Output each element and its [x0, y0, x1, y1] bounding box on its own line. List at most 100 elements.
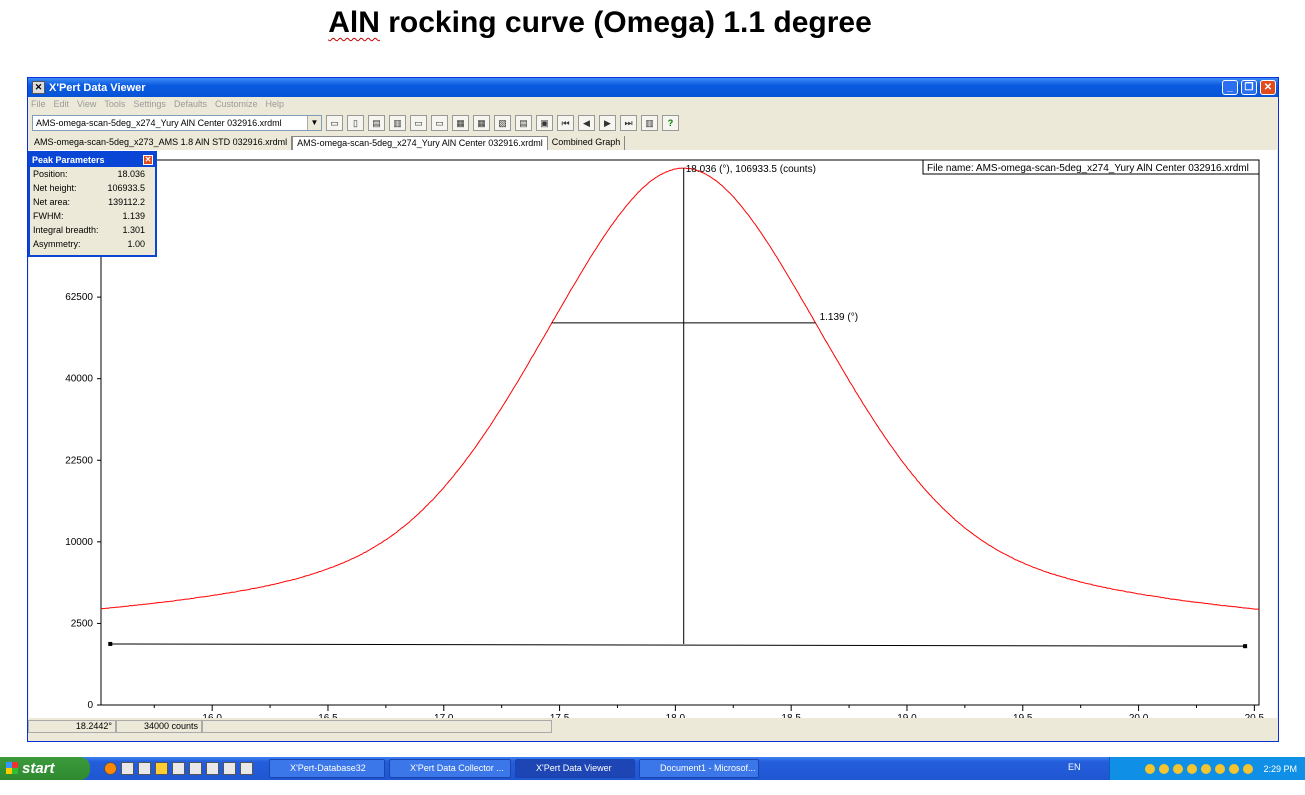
- clock: 2:29 PM: [1263, 763, 1297, 774]
- tray-icon[interactable]: [1173, 763, 1184, 774]
- y-tick-label: 22500: [65, 455, 93, 466]
- close-button[interactable]: ✕: [1260, 80, 1276, 95]
- close-icon[interactable]: ✕: [143, 155, 153, 165]
- report-icon[interactable]: ▤: [515, 115, 532, 131]
- cursor-x-readout: 18.2442°: [28, 719, 116, 733]
- slide-title-rest: rocking curve (Omega) 1.1 degree: [379, 6, 872, 39]
- peak-parameter-label: Net area:: [33, 197, 71, 207]
- x-tick-label: 16.5: [318, 713, 338, 718]
- document-tab[interactable]: AMS-omega-scan-5deg_x273_AMS 1.8 AlN STD…: [30, 136, 293, 150]
- fwhm-label: 1.139 (°): [820, 312, 858, 323]
- minimize-button[interactable]: _: [1222, 80, 1238, 95]
- peak-parameter-value: 106933.5: [107, 183, 145, 193]
- y-tick-label: 62500: [65, 292, 93, 303]
- plot-frame: [100, 159, 1260, 706]
- language-indicator[interactable]: EN: [1068, 762, 1081, 772]
- tray-icon[interactable]: [1243, 763, 1254, 774]
- y-tick-label: 2500: [71, 618, 94, 629]
- menu-item[interactable]: Customize: [214, 99, 258, 109]
- chart-icon[interactable]: ▥: [641, 115, 658, 131]
- background-marker: [1243, 644, 1248, 649]
- taskbar-button[interactable]: X'Pert-Database32: [269, 759, 385, 778]
- dropdown-arrow-icon[interactable]: ▼: [307, 116, 321, 130]
- slide-title: AlN rocking curve (Omega) 1.1 degree: [0, 6, 1200, 40]
- app-window: ✕ X'Pert Data Viewer _ ❐ ✕ File Edit View T…: [27, 77, 1279, 742]
- menu-item[interactable]: View: [77, 99, 97, 109]
- peak-parameter-row: Asymmetry: 1.00: [30, 237, 155, 251]
- peak-parameter-label: Position:: [33, 169, 68, 179]
- file-selector[interactable]: AMS-omega-scan-5deg_x274_Yury AlN Center…: [32, 115, 322, 131]
- quicklaunch-icon[interactable]: [172, 762, 185, 775]
- peak-parameters-title: Peak Parameters: [32, 155, 105, 165]
- menu-item[interactable]: Tools: [104, 99, 126, 109]
- document-icon[interactable]: ▯: [347, 115, 364, 131]
- tray-icon[interactable]: [1145, 763, 1156, 774]
- peak-parameter-row: Integral breadth: 1.301: [30, 223, 155, 237]
- start-button[interactable]: start: [0, 757, 90, 780]
- help-icon[interactable]: ?: [662, 115, 679, 131]
- firefox-icon[interactable]: [104, 762, 117, 775]
- quicklaunch-icon[interactable]: [189, 762, 202, 775]
- menu-item[interactable]: Defaults: [173, 99, 207, 109]
- last-icon[interactable]: ⏭: [620, 115, 637, 131]
- toolbar: AMS-omega-scan-5deg_x274_Yury AlN Center…: [28, 112, 1278, 134]
- peak-parameters-header[interactable]: Peak Parameters ✕: [30, 153, 155, 167]
- export-icon[interactable]: ▣: [536, 115, 553, 131]
- file-name-label: File name: AMS-omega-scan-5deg_x274_Yury…: [927, 163, 1249, 174]
- next-icon[interactable]: ▶: [599, 115, 616, 131]
- tray-icon[interactable]: [1229, 763, 1240, 774]
- paste-icon[interactable]: ▥: [389, 115, 406, 131]
- windows-logo-icon: [6, 762, 18, 774]
- data-series-line: [100, 167, 1260, 610]
- tray-icon[interactable]: [1159, 763, 1170, 774]
- x-tick-label: 18.0: [666, 713, 686, 718]
- background-marker: [108, 641, 113, 646]
- peak-parameter-value: 1.00: [127, 239, 145, 249]
- peak-parameter-value: 1.301: [122, 225, 145, 235]
- x-tick-label: 19.5: [1013, 713, 1033, 718]
- quicklaunch-icon[interactable]: [138, 762, 151, 775]
- document-tab[interactable]: Combined Graph: [548, 136, 626, 150]
- peak-parameter-row: Net height: 106933.5: [30, 181, 155, 195]
- quicklaunch-icon[interactable]: [240, 762, 253, 775]
- peak-parameter-row: FWHM: 1.139: [30, 209, 155, 223]
- graph-icon[interactable]: ▧: [494, 115, 511, 131]
- quicklaunch-icon[interactable]: [206, 762, 219, 775]
- background-line: [110, 643, 1246, 647]
- taskbar-button[interactable]: Document1 - Microsof...: [639, 759, 759, 778]
- menu-item[interactable]: File: [31, 99, 46, 109]
- rocking-curve-chart[interactable]: 16.0 16.5 17.0 17.5 18.0 18.5 19.0 19.5 20.0 20.5…: [29, 150, 1277, 736]
- peak-parameter-value: 18.036: [117, 169, 145, 179]
- peak-parameters-panel[interactable]: Peak Parameters ✕ Position: 18.036 Net heig…: [28, 151, 157, 257]
- folder-open-icon[interactable]: ▭: [431, 115, 448, 131]
- taskbar-button[interactable]: X'Pert Data Collector ...: [389, 759, 511, 778]
- window-titlebar[interactable]: ✕ X'Pert Data Viewer _ ❐ ✕: [28, 78, 1278, 97]
- quicklaunch-icon[interactable]: [121, 762, 134, 775]
- previous-icon[interactable]: ◀: [578, 115, 595, 131]
- menu-item[interactable]: Settings: [133, 99, 166, 109]
- taskbar-button[interactable]: X'Pert Data Viewer: [515, 759, 635, 778]
- menu-item[interactable]: Edit: [53, 99, 70, 109]
- folder-icon[interactable]: ▭: [410, 115, 427, 131]
- folder-icon[interactable]: [155, 762, 168, 775]
- app-icon: ✕: [32, 81, 45, 94]
- x-tick-label: 20.5: [1245, 713, 1265, 718]
- quicklaunch-icon[interactable]: [223, 762, 236, 775]
- menu-bar: File Edit View Tools Settings Defaults Customi…: [28, 97, 1278, 111]
- plot-area[interactable]: 16.0 16.5 17.0 17.5 18.0 18.5 19.0 19.5 20.0 20.5…: [29, 150, 1277, 736]
- peak-parameter-row: Net area: 139112.2: [30, 195, 155, 209]
- document-tab[interactable]: AMS-omega-scan-5deg_x274_Yury AlN Center…: [292, 136, 548, 150]
- first-icon[interactable]: ⏮: [557, 115, 574, 131]
- open-folder-icon[interactable]: ▭: [326, 115, 343, 131]
- tray-icon[interactable]: [1187, 763, 1198, 774]
- tray-icon[interactable]: [1215, 763, 1226, 774]
- document-tabs: AMS-omega-scan-5deg_x273_AMS 1.8 AlN STD…: [28, 135, 1278, 150]
- menu-item[interactable]: Help: [265, 99, 284, 109]
- tray-icon[interactable]: [1201, 763, 1212, 774]
- print-icon[interactable]: ▦: [452, 115, 469, 131]
- y-tick-label: 40000: [65, 374, 93, 385]
- peak-label: 18.036 (°), 106933.5 (counts): [686, 164, 816, 175]
- maximize-button[interactable]: ❐: [1241, 80, 1257, 95]
- copy-icon[interactable]: ▤: [368, 115, 385, 131]
- print-preview-icon[interactable]: ▦: [473, 115, 490, 131]
